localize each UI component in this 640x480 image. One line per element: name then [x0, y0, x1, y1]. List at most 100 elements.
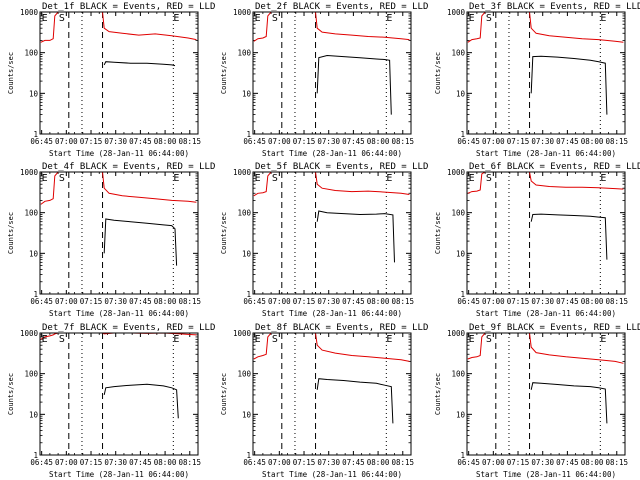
x-tick-label: 08:15 [391, 458, 414, 467]
x-tick-label: 07:00 [482, 297, 505, 306]
eclipse-marker: E [173, 13, 179, 24]
panel-title: Det_8f BLACK = Events, RED = LLD [255, 323, 428, 333]
panel-title: Det_5f BLACK = Events, RED = LLD [255, 162, 428, 172]
y-tick-label: 10 [456, 410, 466, 419]
y-tick-label: 1000 [233, 168, 252, 177]
y-tick-label: 1000 [233, 329, 252, 338]
x-tick-label: 08:15 [178, 458, 201, 467]
y-axis-label: Counts/sec [434, 212, 442, 254]
saa-marker: S [272, 13, 278, 24]
y-axis-label: Counts/sec [220, 212, 228, 254]
x-tick-label: 08:00 [581, 458, 604, 467]
x-tick-label: 07:45 [556, 458, 579, 467]
y-tick-label: 100 [24, 49, 38, 58]
panel-title: Det_4f BLACK = Events, RED = LLD [42, 162, 215, 172]
x-tick-label: 08:00 [581, 137, 604, 146]
y-axis-label: Counts/sec [220, 373, 228, 415]
x-tick-label: 06:45 [30, 458, 53, 467]
x-tick-label: 07:30 [317, 137, 340, 146]
y-tick-label: 100 [24, 209, 38, 218]
plot-frame [466, 332, 626, 456]
events-series-line [103, 61, 176, 67]
x-tick-label: 07:00 [482, 458, 505, 467]
events-series-line [103, 218, 178, 266]
x-axis-label: Start Time (28-Jan-11 06:44:00) [49, 149, 189, 158]
x-tick-label: 07:00 [55, 297, 78, 306]
eclipse-marker: E [386, 334, 392, 345]
eclipse-marker: E [469, 173, 475, 184]
y-tick-label: 1 [33, 130, 38, 139]
x-axis-label: Start Time (28-Jan-11 06:44:00) [262, 309, 402, 318]
y-tick-label: 1000 [20, 329, 39, 338]
x-tick-label: 07:45 [129, 137, 152, 146]
saa-marker: S [59, 13, 65, 24]
y-tick-label: 100 [24, 370, 38, 379]
y-tick-label: 1 [460, 451, 465, 460]
x-tick-label: 08:00 [154, 458, 177, 467]
lld-series-line [253, 171, 410, 197]
y-axis-label: Counts/sec [434, 52, 442, 94]
x-tick-label: 08:00 [367, 297, 390, 306]
x-axis-label: Start Time (28-Jan-11 06:44:00) [262, 149, 402, 158]
y-tick-label: 1 [33, 451, 38, 460]
y-tick-label: 1 [246, 290, 251, 299]
x-tick-label: 08:15 [391, 137, 414, 146]
x-tick-label: 08:15 [178, 137, 201, 146]
x-tick-label: 07:30 [531, 297, 554, 306]
x-tick-label: 06:45 [457, 458, 480, 467]
detector-panel-5: Det_5f BLACK = Events, RED = LLD Counts/s… [220, 162, 428, 318]
x-tick-label: 06:45 [457, 137, 480, 146]
x-tick-label: 07:15 [293, 458, 316, 467]
y-tick-label: 10 [29, 249, 39, 258]
x-tick-label: 08:15 [605, 458, 628, 467]
y-tick-label: 100 [451, 370, 465, 379]
y-axis-label: Counts/sec [434, 373, 442, 415]
y-tick-label: 1000 [233, 8, 252, 17]
eclipse-marker: E [469, 334, 475, 345]
saa-marker: S [486, 173, 492, 184]
x-tick-label: 07:15 [80, 297, 103, 306]
y-tick-label: 1 [460, 130, 465, 139]
y-tick-label: 1 [246, 451, 251, 460]
eclipse-marker: E [255, 173, 261, 184]
events-series-line [103, 383, 179, 419]
y-tick-label: 100 [451, 49, 465, 58]
x-tick-label: 07:00 [268, 458, 291, 467]
x-tick-label: 06:45 [30, 137, 53, 146]
x-tick-label: 06:45 [243, 458, 266, 467]
panel-title: Det_1f BLACK = Events, RED = LLD [42, 2, 215, 12]
lld-series-line [467, 11, 624, 43]
plot-frame [466, 11, 626, 135]
detector-panel-1: Det_1f BLACK = Events, RED = LLD Counts/s… [7, 2, 215, 158]
panel-title: Det_7f BLACK = Events, RED = LLD [42, 323, 215, 333]
y-tick-label: 1 [460, 290, 465, 299]
x-tick-label: 07:45 [129, 458, 152, 467]
x-tick-label: 07:45 [342, 297, 365, 306]
eclipse-marker: E [173, 334, 179, 345]
x-tick-label: 07:30 [104, 297, 127, 306]
eclipse-marker: E [600, 173, 606, 184]
y-tick-label: 100 [237, 209, 251, 218]
y-tick-label: 1000 [447, 329, 466, 338]
events-series-line [530, 55, 608, 115]
x-tick-label: 07:45 [556, 297, 579, 306]
y-tick-label: 100 [451, 209, 465, 218]
x-tick-label: 07:45 [342, 137, 365, 146]
detector-panel-7: Det_7f BLACK = Events, RED = LLD Counts/s… [7, 323, 215, 479]
y-tick-label: 10 [456, 89, 466, 98]
events-series-line [530, 213, 608, 260]
x-tick-label: 06:45 [243, 297, 266, 306]
y-tick-label: 1000 [20, 168, 39, 177]
x-tick-label: 07:15 [507, 137, 530, 146]
lld-series-line [467, 332, 624, 364]
lld-series-line [253, 332, 410, 362]
eclipse-marker: E [42, 13, 48, 24]
detector-panel-9: Det_9f BLACK = Events, RED = LLD Counts/s… [434, 323, 640, 479]
y-axis-label: Counts/sec [7, 212, 15, 254]
eclipse-marker: E [386, 173, 392, 184]
x-tick-label: 07:30 [531, 458, 554, 467]
x-tick-label: 08:15 [605, 137, 628, 146]
panel-title: Det_6f BLACK = Events, RED = LLD [469, 162, 640, 172]
x-tick-label: 07:00 [55, 137, 78, 146]
events-series-line [316, 210, 395, 263]
